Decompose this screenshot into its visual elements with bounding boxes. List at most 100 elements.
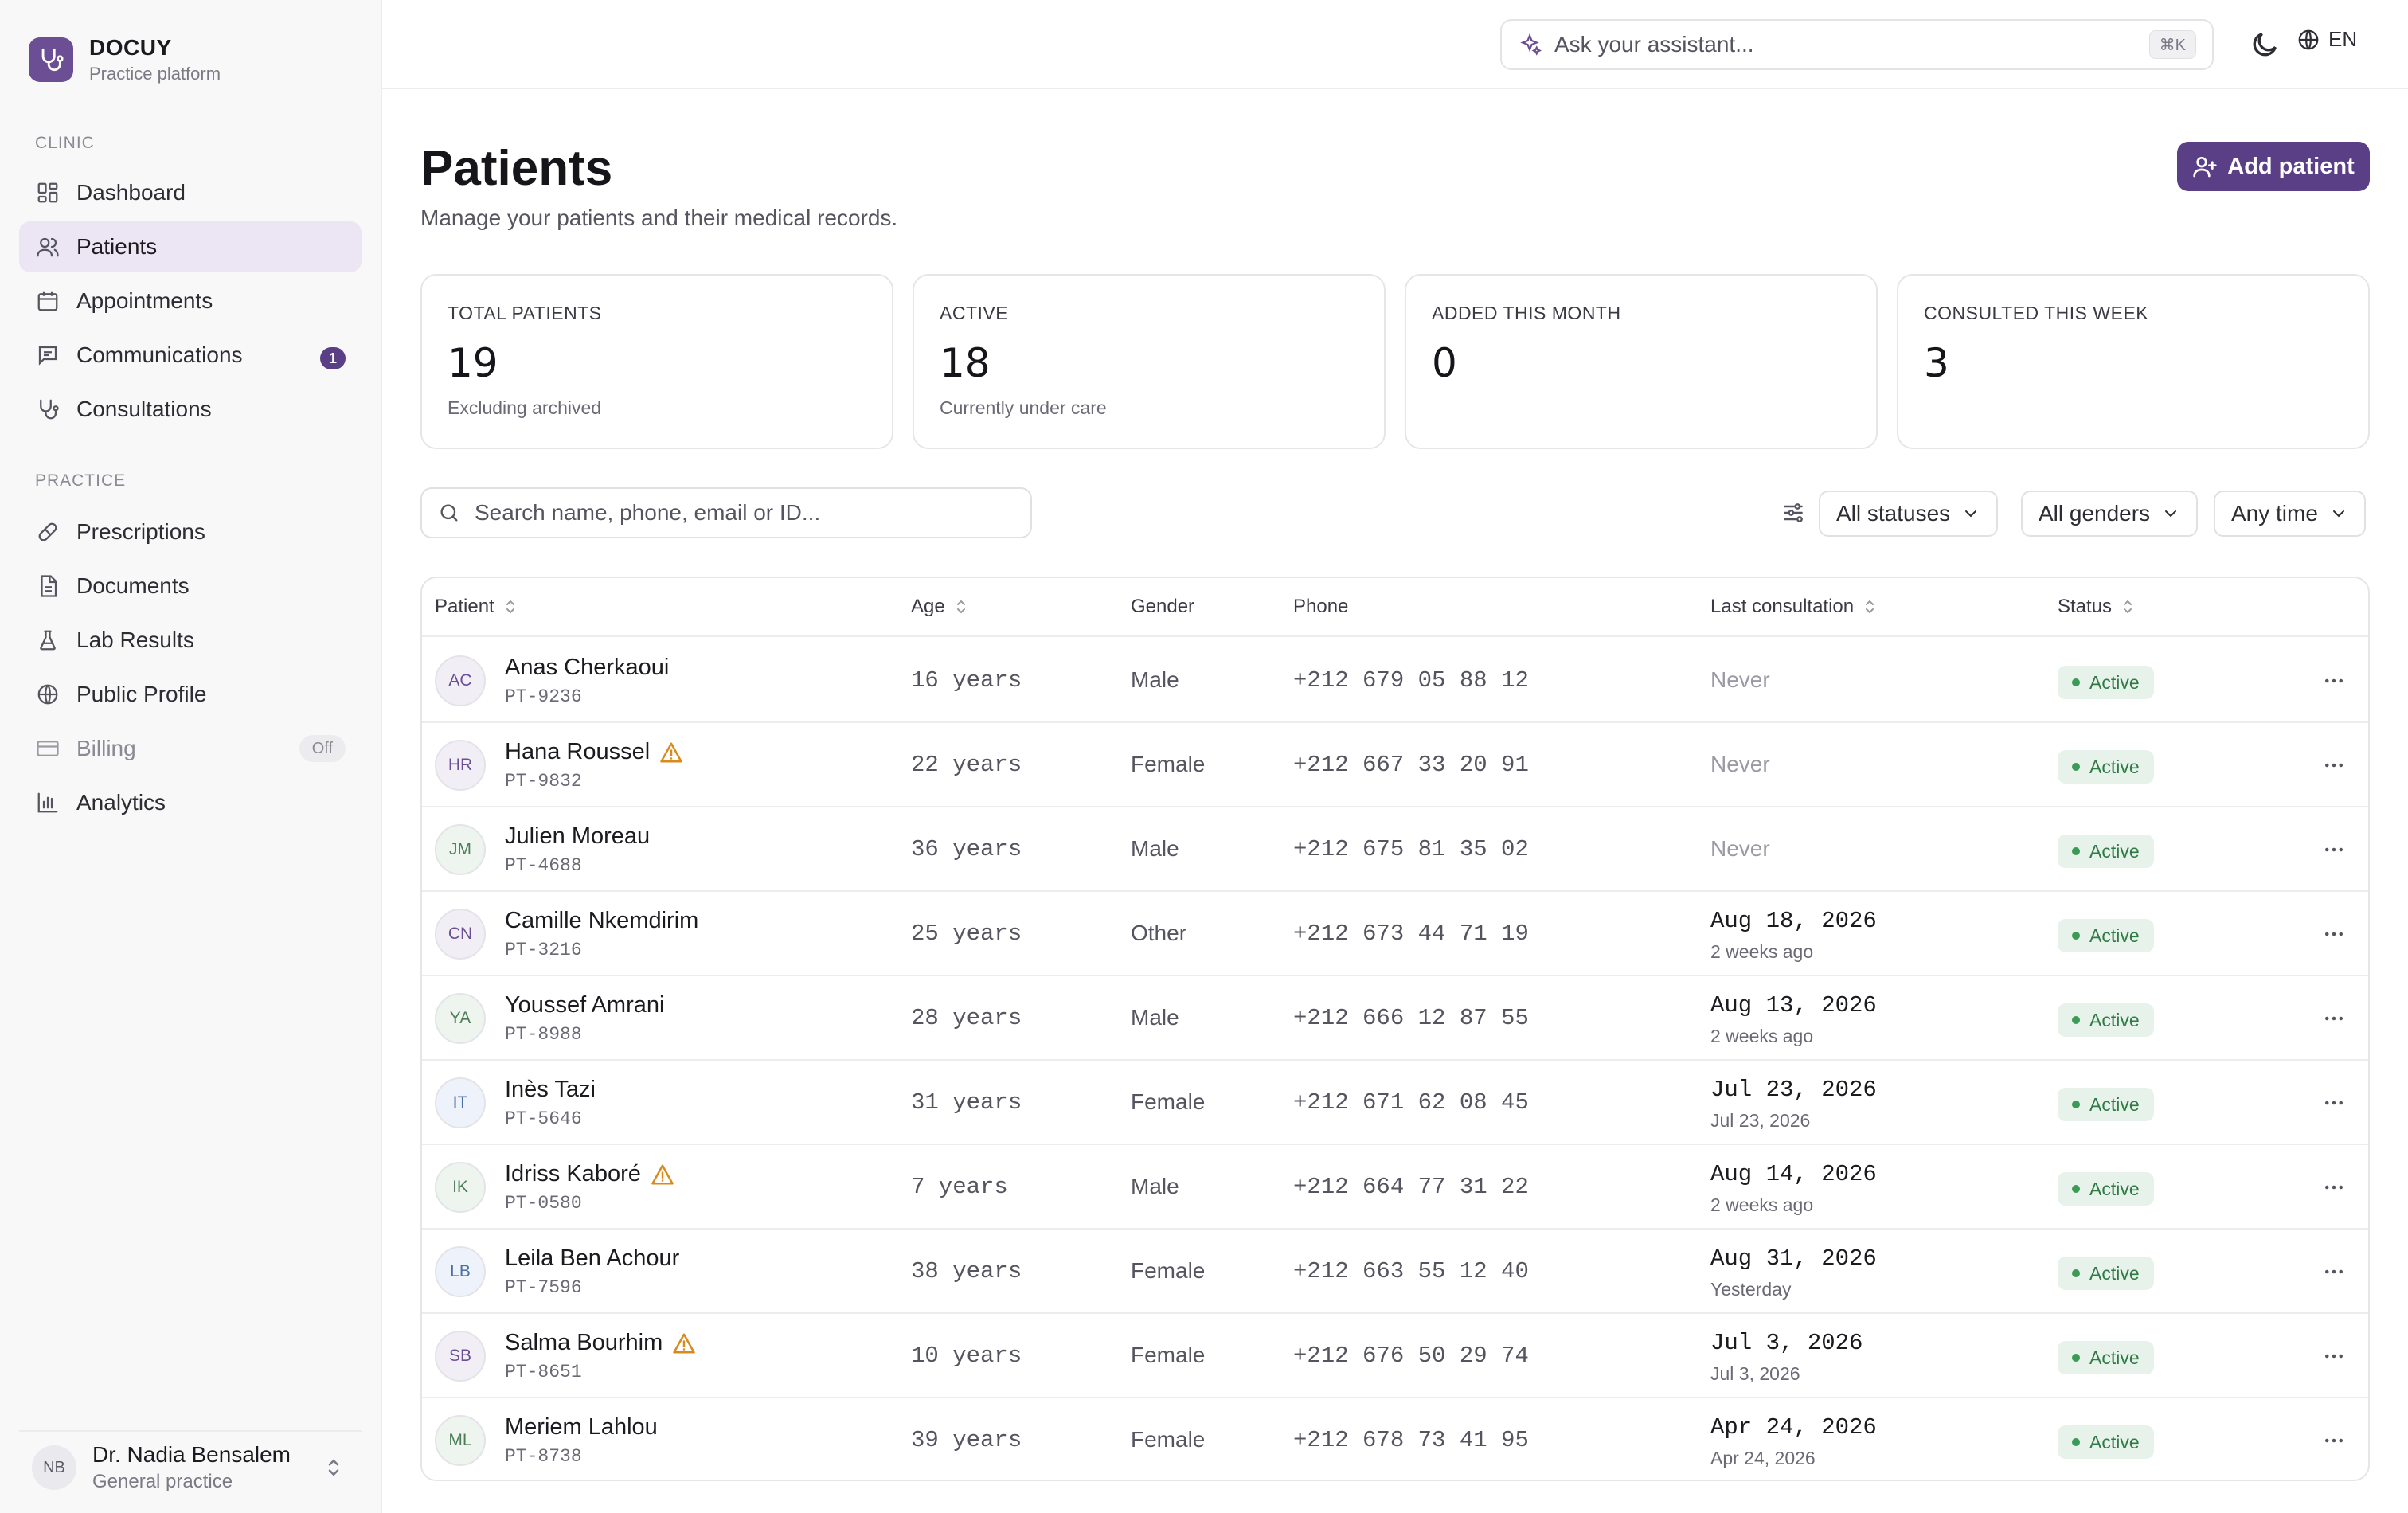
last-consultation-relative: Yesterday: [1710, 1279, 1792, 1300]
more-horizontal-icon[interactable]: [2320, 922, 2347, 946]
sidebar-item-billing[interactable]: Billing Off: [19, 723, 362, 774]
column-label: Patient: [435, 596, 494, 617]
patient-name-cell[interactable]: Salma Bourhim: [505, 1330, 696, 1356]
more-horizontal-icon[interactable]: [2320, 1260, 2347, 1284]
more-horizontal-icon[interactable]: [2320, 1175, 2347, 1199]
patient-name-cell[interactable]: Meriem Lahlou: [505, 1414, 658, 1441]
table-row[interactable]: JM Julien Moreau PT-4688 36 years Male +212 6…: [422, 807, 2368, 892]
patient-phone: +212 666 12 87 55: [1293, 1005, 1529, 1031]
moon-icon[interactable]: [2249, 29, 2281, 61]
sidebar-item-prescriptions[interactable]: Prescriptions: [19, 506, 362, 557]
status-badge: Active: [2058, 666, 2154, 699]
more-horizontal-icon[interactable]: [2320, 753, 2347, 777]
last-consultation-relative: 2 weeks ago: [1710, 1194, 1814, 1215]
more-horizontal-icon[interactable]: [2320, 669, 2347, 693]
sidebar-item-communications[interactable]: Communications 1: [19, 330, 362, 381]
patient-id: PT-8988: [505, 1024, 582, 1045]
column-patient[interactable]: Patient: [435, 596, 518, 618]
gender-filter-dropdown[interactable]: All genders: [2021, 491, 2199, 537]
add-patient-button[interactable]: Add patient: [2177, 142, 2370, 191]
column-label: Status: [2058, 596, 2113, 617]
column-status[interactable]: Status: [2058, 596, 2136, 618]
column-label: Phone: [1293, 596, 1349, 617]
table-row[interactable]: IK Idriss Kaboré PT-0580 7 years Male +212 66…: [422, 1145, 2368, 1230]
section-label-practice: PRACTICE: [35, 471, 127, 490]
flask-icon: [35, 627, 61, 653]
patient-name-cell[interactable]: Julien Moreau: [505, 823, 650, 850]
patient-name-cell[interactable]: Idriss Kaboré: [505, 1161, 674, 1187]
stat-label: ADDED THIS MONTH: [1432, 303, 1621, 323]
user-menu[interactable]: NB Dr. Nadia Bensalem General practice: [19, 1430, 362, 1503]
assistant-placeholder: Ask your assistant...: [1554, 32, 1754, 57]
patient-gender: Female: [1131, 1427, 1206, 1452]
table-header: Patient Age Gender Phone Last consultati…: [422, 578, 2368, 637]
sidebar-item-label: Appointments: [76, 288, 213, 313]
more-horizontal-icon[interactable]: [2320, 1007, 2347, 1030]
patient-name: Julien Moreau: [505, 823, 651, 849]
patient-gender: Male: [1131, 667, 1179, 692]
column-label: Last consultation: [1710, 596, 1855, 617]
table-row[interactable]: YA Youssef Amrani PT-8988 28 years Male +212 …: [422, 976, 2368, 1061]
status-label: Active: [2089, 1093, 2140, 1115]
brand-subtitle: Practice platform: [89, 64, 221, 84]
status-dot: [2072, 1269, 2080, 1277]
user-plus-icon: [2193, 157, 2217, 178]
table-row[interactable]: LB Leila Ben Achour PT-7596 38 years Female +…: [422, 1230, 2368, 1314]
table-row[interactable]: IT Inès Tazi PT-5646 31 years Female +212 671…: [422, 1061, 2368, 1145]
sidebar-item-label: Documents: [76, 573, 190, 598]
patient-avatar: YA: [435, 993, 486, 1044]
sidebar-item-consultations[interactable]: Consultations: [19, 384, 362, 435]
last-consultation-date: Aug 14, 2026: [1710, 1161, 1877, 1187]
patient-age: 10 years: [911, 1343, 1022, 1369]
stat-card-added-month: ADDED THIS MONTH 0: [1405, 274, 1878, 449]
patient-name-cell[interactable]: Anas Cherkaoui: [505, 655, 669, 681]
globe-icon: [35, 682, 61, 707]
last-consultation-date: Aug 31, 2026: [1710, 1245, 1877, 1272]
patient-name-cell[interactable]: Inès Tazi: [505, 1077, 596, 1103]
sidebar-item-analytics[interactable]: Analytics: [19, 777, 362, 828]
assistant-input[interactable]: Ask your assistant... ⌘K: [1500, 19, 2214, 70]
patient-avatar: IT: [435, 1077, 486, 1128]
patient-name: Meriem Lahlou: [505, 1414, 658, 1440]
patient-name-cell[interactable]: Youssef Amrani: [505, 992, 664, 1018]
add-patient-label: Add patient: [2227, 153, 2355, 179]
table-row[interactable]: ML Meriem Lahlou PT-8738 39 years Female +212…: [422, 1398, 2368, 1480]
pill-icon: [35, 519, 61, 545]
column-age[interactable]: Age: [911, 596, 969, 618]
status-badge: Active: [2058, 1257, 2154, 1290]
calendar-icon: [35, 288, 61, 314]
table-row[interactable]: SB Salma Bourhim PT-8651 10 years Female +212…: [422, 1314, 2368, 1398]
more-horizontal-icon[interactable]: [2320, 1429, 2347, 1452]
sidebar-item-patients[interactable]: Patients: [19, 221, 362, 272]
patient-avatar: IK: [435, 1162, 486, 1213]
status-filter-dropdown[interactable]: All statuses: [1819, 491, 1999, 537]
patient-gender: Female: [1131, 1089, 1206, 1114]
chevron-down-icon: [1965, 510, 1977, 518]
status-label: Active: [2089, 756, 2140, 777]
patient-age: 39 years: [911, 1427, 1022, 1453]
patient-name-cell[interactable]: Hana Roussel: [505, 739, 683, 765]
sidebar-item-lab-results[interactable]: Lab Results: [19, 615, 362, 666]
language-switcher[interactable]: EN: [2297, 27, 2357, 52]
patient-name: Youssef Amrani: [505, 992, 665, 1018]
brand[interactable]: DOCUY Practice platform: [29, 35, 221, 84]
sidebar-item-dashboard[interactable]: Dashboard: [19, 167, 362, 218]
sidebar-item-appointments[interactable]: Appointments: [19, 276, 362, 326]
time-filter-dropdown[interactable]: Any time: [2214, 491, 2366, 537]
sliders-icon[interactable]: [1781, 500, 1806, 526]
table-row[interactable]: AC Anas Cherkaoui PT-9236 16 years Male +212 …: [422, 639, 2368, 723]
patient-name: Hana Roussel: [505, 739, 651, 764]
sidebar-item-public-profile[interactable]: Public Profile: [19, 669, 362, 720]
search-input[interactable]: Search name, phone, email or ID...: [420, 487, 1032, 538]
patient-phone: +212 664 77 31 22: [1293, 1174, 1529, 1200]
table-row[interactable]: HR Hana Roussel PT-9832 22 years Female +212 …: [422, 723, 2368, 807]
more-horizontal-icon[interactable]: [2320, 1344, 2347, 1368]
more-horizontal-icon[interactable]: [2320, 1091, 2347, 1115]
patient-name-cell[interactable]: Leila Ben Achour: [505, 1245, 679, 1272]
stat-label: TOTAL PATIENTS: [448, 303, 602, 323]
table-row[interactable]: CN Camille Nkemdirim PT-3216 25 years Other +…: [422, 892, 2368, 976]
sidebar-item-documents[interactable]: Documents: [19, 561, 362, 612]
more-horizontal-icon[interactable]: [2320, 838, 2347, 862]
patient-name-cell[interactable]: Camille Nkemdirim: [505, 908, 698, 934]
column-last-consultation[interactable]: Last consultation: [1710, 596, 1878, 618]
